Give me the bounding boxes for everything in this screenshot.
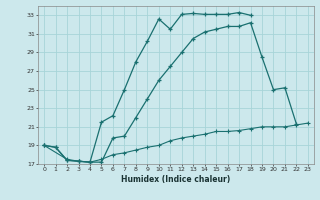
X-axis label: Humidex (Indice chaleur): Humidex (Indice chaleur) bbox=[121, 175, 231, 184]
